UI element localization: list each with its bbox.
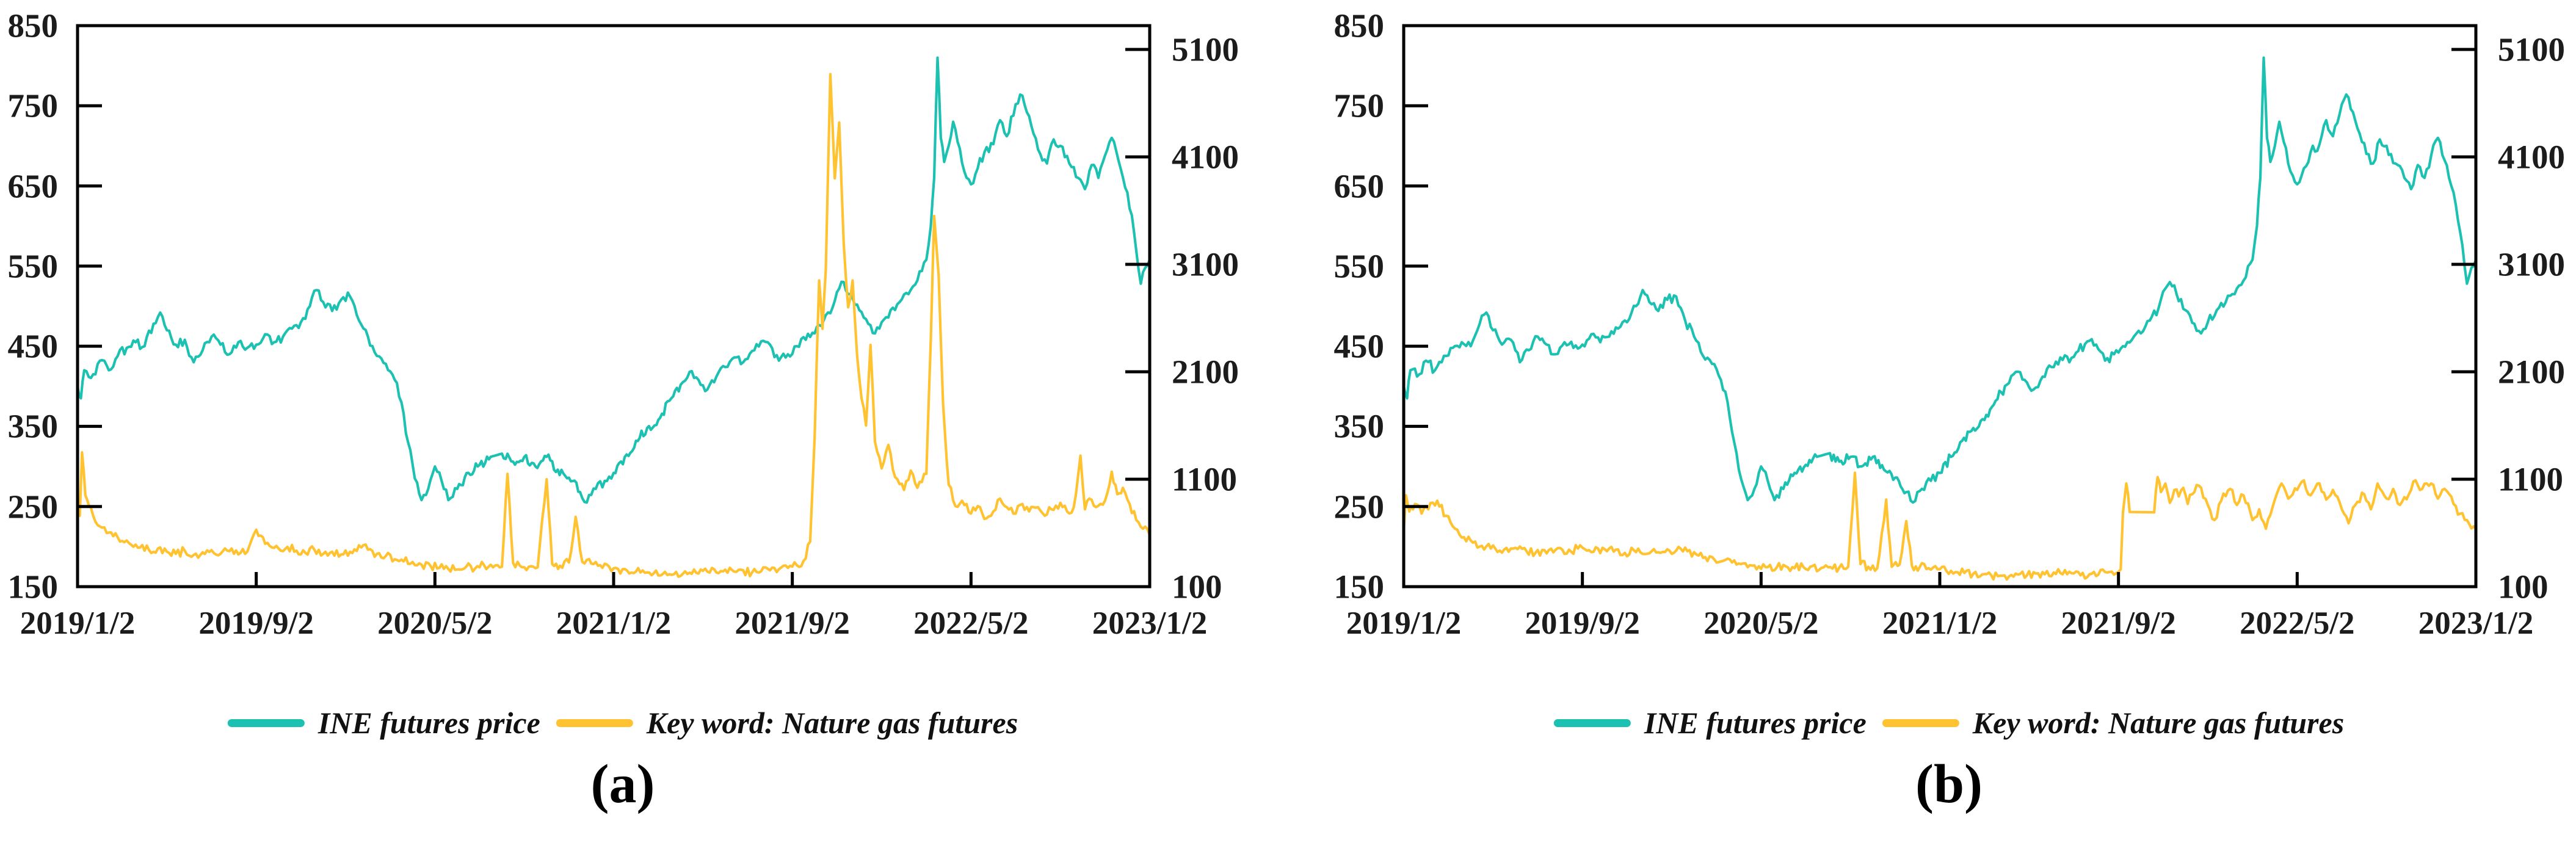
x-axis-tick-label: 2023/1/2 xyxy=(2418,606,2534,641)
y-axis-right-tick-label: 1100 xyxy=(1172,460,1237,498)
y-axis-left-tick-label: 150 xyxy=(7,568,59,606)
chart-panel-b: 850 750 650 550 450 350 250 150 5100 4100 3100 2100… xyxy=(1288,0,2576,851)
chart-canvas-a xyxy=(76,24,1152,588)
y-axis-left-tick-label: 750 xyxy=(1333,87,1385,125)
y-axis-right-tick-label: 5100 xyxy=(2498,31,2565,68)
y-axis-left-tick-label: 850 xyxy=(1333,7,1385,45)
plot-border xyxy=(1402,24,2478,588)
chart-panel-a: 850 750 650 550 450 350 250 150 5100 4100 3100 2100… xyxy=(7,7,1239,814)
legend-label-keyword: Key word: Nature gas futures xyxy=(1972,706,2345,740)
subfigure-caption-b: (b) xyxy=(1915,754,1983,814)
x-axis-tick-label: 2022/5/2 xyxy=(2240,606,2355,641)
series-line-ine-futures xyxy=(1404,56,2476,504)
legend-label-keyword: Key word: Nature gas futures xyxy=(646,706,1018,740)
y-axis-left-tick-label: 650 xyxy=(1333,167,1385,205)
series-line-ine-futures xyxy=(78,56,1150,504)
y-axis-left-tick-label: 250 xyxy=(1333,488,1385,526)
y-axis-right-tick-label: 2100 xyxy=(2498,353,2565,391)
series-line-keyword xyxy=(1404,471,2476,581)
legend-swatch-ine-futures xyxy=(227,719,305,728)
legend-label-ine-futures: INE futures price xyxy=(317,706,540,740)
x-axis-tick-label: 2019/9/2 xyxy=(1525,606,1640,641)
y-axis-left-tick-label: 450 xyxy=(7,327,59,365)
y-axis-left-tick-label: 750 xyxy=(7,87,59,125)
y-axis-left-tick-label: 450 xyxy=(1333,327,1385,365)
y-axis-left-tick-label: 350 xyxy=(1333,407,1385,445)
x-axis-tick-label: 2021/1/2 xyxy=(556,606,672,641)
x-axis-tick-label: 2021/9/2 xyxy=(2061,606,2176,641)
legend-a: INE futures price Key word: Nature gas f… xyxy=(227,706,1018,741)
y-axis-left-tick-label: 350 xyxy=(7,407,59,445)
y-axis-left-tick-label: 550 xyxy=(7,247,59,285)
x-axis-tick-label: 2021/9/2 xyxy=(735,606,850,641)
legend-swatch-ine-futures xyxy=(1553,719,1631,728)
y-axis-right-tick-label: 5100 xyxy=(1172,31,1239,68)
x-axis-tick-label: 2023/1/2 xyxy=(1092,606,1208,641)
y-axis-left-tick-label: 650 xyxy=(7,167,59,205)
x-axis-tick-label: 2021/1/2 xyxy=(1882,606,1998,641)
y-axis-right-tick-label: 3100 xyxy=(2498,245,2565,283)
y-axis-right-tick-label: 100 xyxy=(1172,568,1222,606)
legend-label-ine-futures: INE futures price xyxy=(1644,706,1867,740)
x-axis-tick-label: 2020/5/2 xyxy=(377,606,493,641)
y-axis-left-tick-label: 850 xyxy=(7,7,59,45)
x-axis-tick-label: 2019/1/2 xyxy=(1346,606,1462,641)
y-axis-right-tick-label: 3100 xyxy=(1172,245,1239,283)
y-axis-left-tick-label: 550 xyxy=(1333,247,1385,285)
chart-canvas-b xyxy=(1402,24,2478,588)
y-axis-left-tick-label: 150 xyxy=(1333,568,1385,606)
y-axis-right-tick-label: 4100 xyxy=(2498,138,2565,176)
y-axis-right-tick-label: 100 xyxy=(2498,568,2549,606)
x-axis-tick-label: 2022/5/2 xyxy=(913,606,1029,641)
y-axis-right-tick-label: 1100 xyxy=(2498,460,2563,498)
axis-ticks xyxy=(1405,48,2475,585)
y-axis-left-tick-label: 250 xyxy=(7,488,59,526)
subfigure-caption-a: (a) xyxy=(590,754,655,814)
legend-b: INE futures price Key word: Nature gas f… xyxy=(1553,706,2345,741)
y-axis-right-tick-label: 2100 xyxy=(1172,353,1239,391)
x-axis-tick-label: 2019/1/2 xyxy=(20,606,136,641)
legend-swatch-keyword xyxy=(1882,719,1959,728)
legend-swatch-keyword xyxy=(556,719,633,728)
y-axis-right-tick-label: 4100 xyxy=(1172,138,1239,176)
axis-ticks xyxy=(79,48,1148,585)
x-axis-tick-label: 2020/5/2 xyxy=(1703,606,1819,641)
plot-border xyxy=(76,24,1152,588)
series-line-keyword xyxy=(78,73,1150,578)
x-axis-tick-label: 2019/9/2 xyxy=(198,606,314,641)
